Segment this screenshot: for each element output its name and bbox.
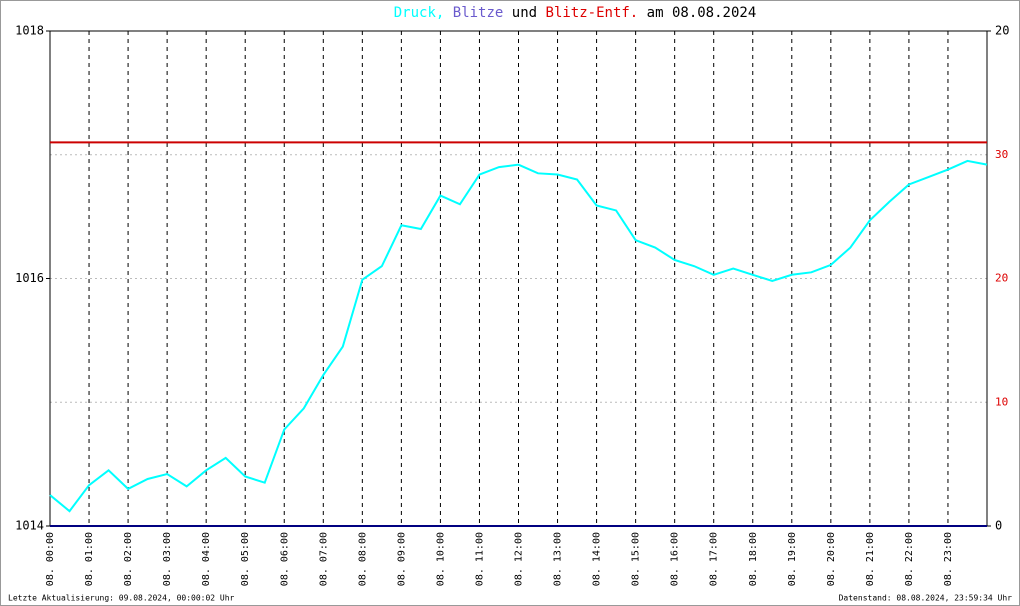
x-tick-label: 08. 19:00 bbox=[787, 532, 798, 586]
x-tick-label: 08. 03:00 bbox=[162, 532, 173, 586]
x-tick-label: 08. 06:00 bbox=[279, 532, 290, 586]
y3-tick-label: 10 bbox=[995, 395, 1008, 408]
y-tick-label: 1016 bbox=[15, 271, 44, 285]
x-tick-label: 08. 22:00 bbox=[904, 532, 915, 586]
footer-right: Datenstand: 08.08.2024, 23:59:34 Uhr bbox=[839, 594, 1013, 603]
title-part: Blitze bbox=[453, 5, 504, 21]
title-part: und bbox=[512, 5, 537, 21]
title-part: Druck, bbox=[394, 5, 445, 21]
x-tick-label: 08. 08:00 bbox=[357, 532, 368, 586]
y2-tick-label: 20 bbox=[995, 24, 1009, 38]
x-tick-label: 08. 21:00 bbox=[865, 532, 876, 586]
x-tick-label: 08. 02:00 bbox=[123, 532, 134, 586]
x-tick-label: 08. 07:00 bbox=[318, 532, 329, 586]
y3-tick-label: 30 bbox=[995, 148, 1008, 161]
y-tick-label: 1014 bbox=[15, 519, 44, 533]
x-tick-label: 08. 13:00 bbox=[553, 532, 564, 586]
y2-tick-label: 0 bbox=[995, 519, 1002, 533]
chart-title: Druck, Blitze und Blitz-Entf. am 08.08.2… bbox=[394, 5, 757, 21]
x-tick-label: 08. 11:00 bbox=[474, 532, 485, 586]
x-tick-label: 08. 09:00 bbox=[396, 532, 407, 586]
x-tick-label: 08. 12:00 bbox=[514, 532, 525, 586]
footer-left: Letzte Aktualisierung: 09.08.2024, 00:00… bbox=[8, 594, 235, 603]
x-tick-label: 08. 00:00 bbox=[45, 532, 56, 586]
title-part: Blitz-Entf. bbox=[546, 5, 639, 21]
x-tick-label: 08. 14:00 bbox=[592, 532, 603, 586]
x-tick-label: 08. 16:00 bbox=[670, 532, 681, 586]
x-tick-label: 08. 17:00 bbox=[709, 532, 720, 586]
x-tick-label: 08. 20:00 bbox=[826, 532, 837, 586]
x-tick-label: 08. 15:00 bbox=[631, 532, 642, 586]
x-tick-label: 08. 05:00 bbox=[240, 532, 251, 586]
x-tick-label: 08. 23:00 bbox=[943, 532, 954, 586]
x-tick-label: 08. 01:00 bbox=[84, 532, 95, 586]
x-tick-label: 08. 18:00 bbox=[748, 532, 759, 586]
x-tick-label: 08. 04:00 bbox=[201, 532, 212, 586]
y-tick-label: 1018 bbox=[15, 24, 44, 38]
series-line bbox=[49, 159, 988, 513]
x-tick-label: 08. 10:00 bbox=[435, 532, 446, 586]
title-part: am 08.08.2024 bbox=[647, 5, 757, 21]
y3-tick-label: 20 bbox=[995, 272, 1008, 285]
